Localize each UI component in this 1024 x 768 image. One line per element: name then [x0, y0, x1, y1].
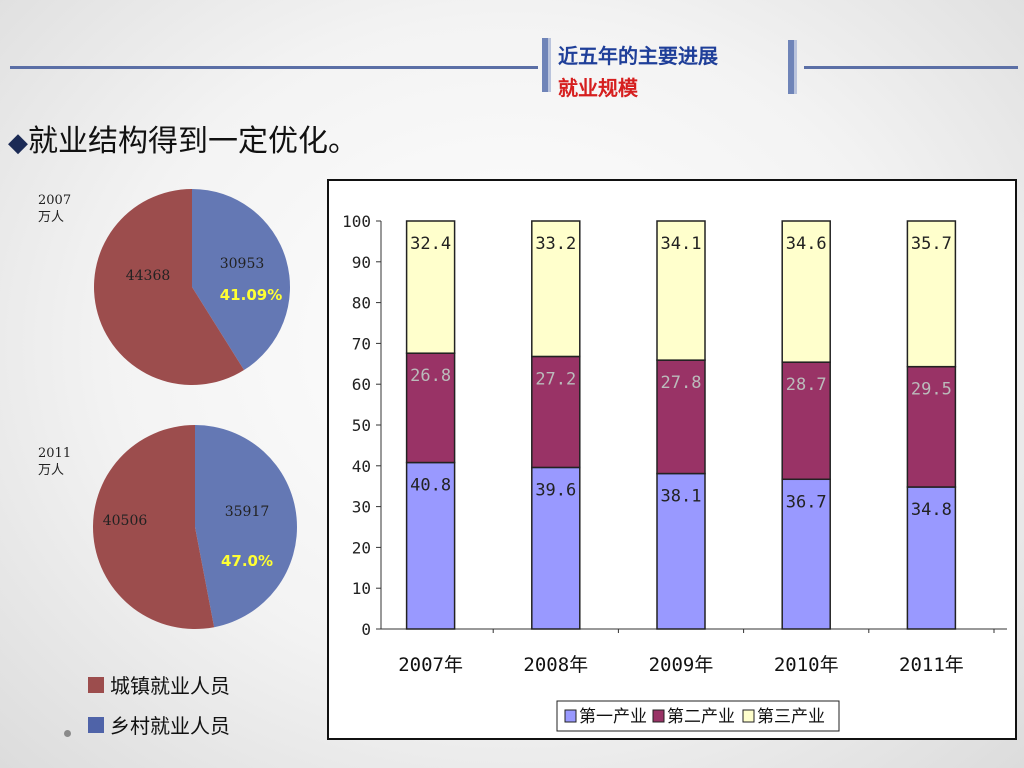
legend-urban: 城镇就业人员 [88, 670, 230, 699]
chart-legend-box [556, 700, 840, 732]
y-tick-label: 90 [352, 253, 371, 272]
legend-urban-label: 城镇就业人员 [110, 674, 230, 698]
legend-swatch [742, 709, 755, 723]
y-tick-label: 20 [352, 538, 371, 557]
legend-label: 第三产业 [757, 707, 825, 727]
bar-value-label: 40.8 [410, 476, 451, 496]
legend-label: 第一产业 [579, 707, 647, 727]
pie-2007-unit: 万人 [38, 210, 65, 225]
bar-segment [531, 466, 581, 630]
bar-segment [531, 220, 581, 358]
y-tick-label: 40 [352, 457, 371, 476]
bar-segment [906, 486, 957, 630]
bar-value-label: 27.2 [535, 369, 576, 389]
y-tick-label: 70 [352, 334, 371, 353]
bar-segment [906, 365, 957, 488]
header-rule-right [804, 66, 1018, 69]
bar-value-label: 26.8 [410, 366, 451, 386]
bar-segment [405, 220, 456, 354]
pie-2011-caption: 2011 万人 [38, 445, 71, 479]
bar-segment [781, 478, 831, 630]
legend-rural: 乡村就业人员 [88, 710, 230, 739]
bar-value-label: 34.6 [786, 234, 827, 254]
pie-value-urban: 35917 [225, 504, 270, 520]
x-tick-label: 2010年 [774, 654, 839, 676]
bar-value-label: 29.5 [911, 380, 952, 400]
y-tick-label: 0 [361, 620, 371, 639]
legend-swatch [652, 709, 665, 723]
pie-value-rural: 44368 [126, 268, 171, 284]
pie-slice-rural [93, 425, 215, 629]
bar-segment [405, 352, 456, 464]
y-tick-label: 100 [342, 212, 371, 231]
y-tick-label: 10 [352, 579, 371, 598]
pie-chart-2007: 30953 44368 41.09% [94, 189, 290, 385]
x-tick-label: 2007年 [398, 654, 463, 676]
bar-value-label: 35.7 [911, 234, 952, 254]
pie-2007-year: 2007 [38, 193, 72, 208]
legend-label: 第二产业 [667, 707, 735, 727]
x-tick-label: 2011年 [899, 654, 964, 676]
pie-2011-unit: 万人 [38, 463, 65, 478]
headline: ◆就业结构得到一定优化。 [8, 116, 358, 160]
pie-slice-urban [195, 425, 298, 628]
diamond-bullet-icon: ◆ [8, 128, 28, 158]
pie-chart-2011: 35917 40506 47.0% [93, 425, 298, 629]
y-tick-label: 50 [352, 416, 371, 435]
bar-value-label: 32.4 [410, 234, 451, 254]
header-title: 近五年的主要进展 [558, 44, 718, 68]
bar-value-label: 28.7 [786, 375, 827, 395]
y-tick-label: 30 [352, 498, 371, 517]
bar-segment [656, 359, 706, 475]
bar-value-label: 34.8 [911, 500, 952, 520]
pie-2007-caption: 2007 万人 [38, 192, 71, 226]
headline-text: 就业结构得到一定优化。 [28, 124, 358, 159]
bar-segment [531, 355, 581, 469]
x-tick-label: 2009年 [649, 654, 714, 676]
bar-segment [906, 220, 957, 368]
pie-value-urban: 30953 [220, 256, 265, 272]
header-bracket-left [542, 38, 548, 92]
x-tick-label: 2008年 [523, 654, 588, 676]
bar-value-label: 36.7 [786, 492, 827, 512]
y-tick-label: 80 [352, 294, 371, 313]
bar-segment [781, 361, 831, 481]
bar-value-label: 33.2 [535, 234, 576, 254]
legend-urban-swatch [88, 676, 104, 693]
stacked-bar-chart: 0 10 20 30 40 50 60 70 80 90 100 40.8 26.8 32.4 2007年 3… [342, 212, 1007, 732]
legend-swatch [564, 709, 577, 723]
bar-value-label: 27.8 [661, 373, 702, 393]
bar-value-label: 39.6 [535, 480, 576, 500]
y-tick-label: 60 [352, 375, 371, 394]
legend-rural-label: 乡村就业人员 [110, 714, 230, 738]
pie-2011-year: 2011 [38, 446, 72, 461]
stacked-bar-chart-panel: 0 10 20 30 40 50 60 70 80 90 100 40.8 26.8 32.4 2007年 3… [327, 179, 1017, 740]
pie-percent-label: 41.09% [220, 286, 282, 304]
bar-value-label: 38.1 [661, 487, 702, 507]
pie-percent-label: 47.0% [221, 552, 273, 570]
slide-dot [64, 730, 71, 737]
header-bracket-right [788, 40, 794, 94]
bar-value-label: 34.1 [661, 234, 702, 254]
pie-slice-rural [94, 189, 245, 385]
bar-segment [781, 220, 831, 363]
pie-value-rural: 40506 [103, 513, 148, 529]
header-subtitle: 就业规模 [558, 76, 638, 100]
pie-slice-urban [192, 189, 290, 371]
legend-rural-swatch [88, 716, 104, 733]
bar-segment [656, 220, 706, 361]
header-rule-left [10, 66, 538, 69]
